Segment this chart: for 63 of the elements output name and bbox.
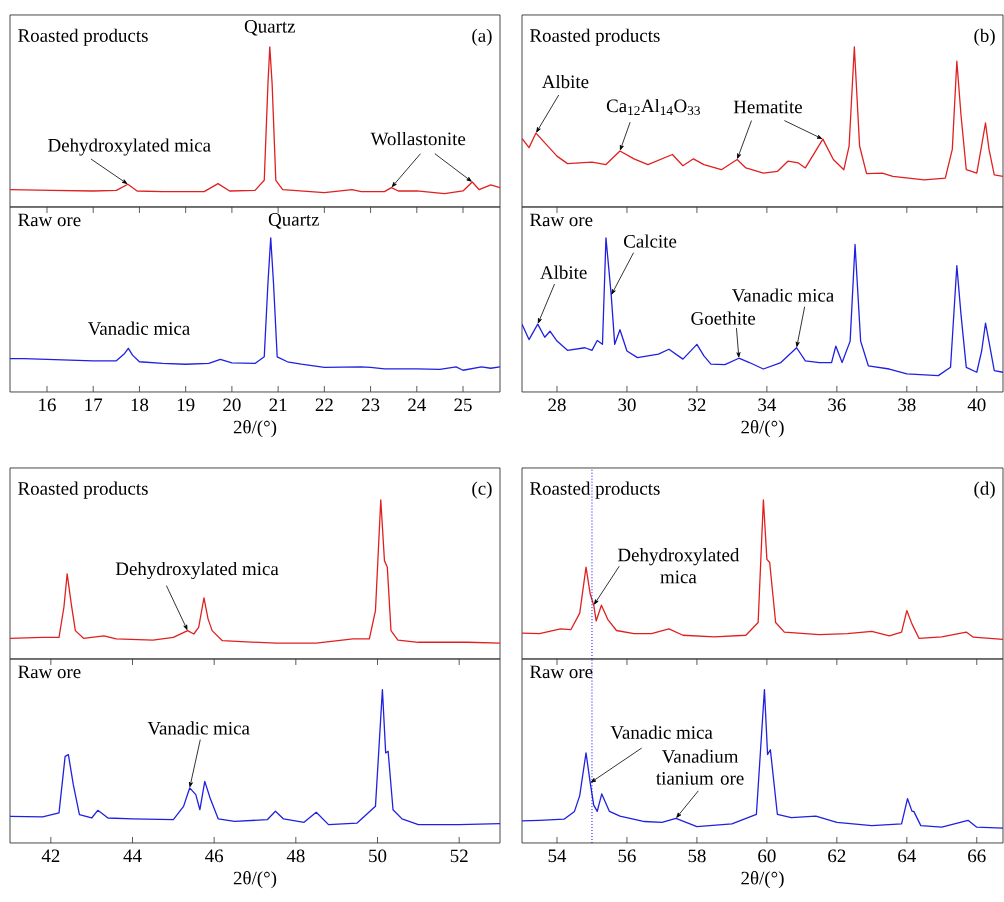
chart-title: Raw ore	[18, 213, 81, 227]
x-tick-label: 36	[828, 398, 846, 412]
text: (a)	[472, 28, 492, 46]
annotation: Vanadium tianium ore	[656, 749, 744, 785]
chart-title: Raw ore	[529, 213, 593, 227]
annotation: Vanadic mica	[610, 725, 713, 739]
x-tick-label: 52	[450, 849, 468, 863]
chart-title: Roasted products	[529, 28, 660, 46]
text: (b)	[974, 28, 995, 46]
annotation: Dehydroxylated mica	[617, 548, 740, 584]
x-tick-label: 58	[688, 849, 706, 863]
x-tick-label: 19	[177, 398, 195, 412]
x-axis-title: 2θ/(°)	[233, 420, 277, 438]
annotation: Albite	[541, 74, 589, 89]
annotation: Dehydroxylated mica	[115, 561, 279, 580]
annotation: Dehydroxylated mica	[48, 138, 211, 156]
x-tick-label: 24	[408, 398, 426, 412]
x-tick-label: 28	[548, 398, 566, 412]
x-tick-label: 62	[828, 849, 846, 863]
x-tick-label: 42	[41, 849, 60, 863]
annotation: Goethite	[691, 311, 756, 325]
chart-title: Roasted products	[18, 481, 148, 499]
annotation: Wollastonite	[370, 131, 466, 146]
x-tick-label: 25	[454, 398, 472, 412]
x-tick-label: 66	[968, 849, 986, 863]
x-tick-label: 54	[548, 849, 567, 863]
annotation: Hematite	[733, 100, 802, 114]
annotation: Quartz	[244, 19, 296, 36]
annotation: Calcite	[624, 234, 677, 248]
x-tick-label: 50	[369, 849, 387, 863]
x-tick-label: 18	[131, 398, 149, 412]
annotation: Albite	[540, 265, 587, 279]
x-tick-label: 22	[315, 398, 333, 412]
x-tick-label: 34	[758, 398, 777, 412]
x-tick-label: 60	[758, 849, 776, 863]
x-tick-label: 64	[898, 849, 916, 863]
text: (d)	[974, 481, 995, 499]
x-axis-title: 2θ/(°)	[741, 871, 784, 889]
x-axis-title: 2θ/(°)	[741, 420, 784, 438]
annotation: Ca$_{12}$Al$_{14}$O$_{33}$	[606, 98, 700, 116]
annotation: Vanadic mica	[147, 721, 250, 735]
x-tick-label: 40	[967, 398, 986, 412]
x-axis-title: 2θ/(°)	[233, 871, 277, 889]
annotation: Quartz	[268, 213, 320, 229]
chart-title: Roasted products	[529, 481, 660, 499]
annotation: Vanadic mica	[87, 321, 190, 336]
chart-title: Roasted products	[18, 28, 148, 46]
x-tick-label: 16	[39, 398, 56, 412]
x-tick-label: 38	[898, 398, 916, 412]
chart-title: Raw ore	[529, 665, 593, 679]
x-tick-label: 46	[205, 849, 224, 863]
x-tick-label: 20	[223, 398, 241, 412]
x-tick-label: 23	[361, 398, 380, 412]
x-tick-label: 48	[286, 849, 305, 863]
x-tick-label: 32	[688, 398, 706, 412]
chart-title: Raw ore	[18, 665, 81, 679]
text: (c)	[472, 481, 492, 499]
x-tick-label: 21	[269, 398, 287, 412]
x-tick-label: 56	[618, 849, 636, 863]
x-tick-label: 17	[85, 398, 103, 411]
annotation: Vanadic mica	[731, 288, 834, 302]
x-tick-label: 30	[618, 398, 636, 412]
x-tick-label: 44	[123, 849, 142, 862]
